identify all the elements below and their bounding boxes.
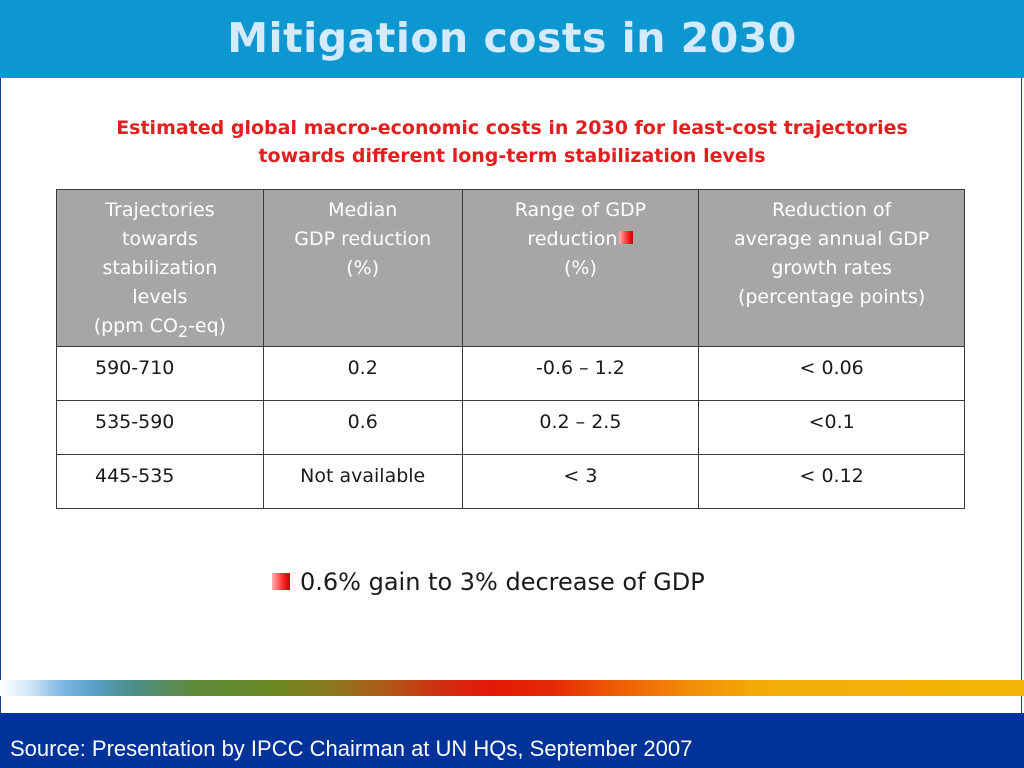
cell-stabilization-level: 590-710 [56,345,264,401]
source-bar [0,713,1024,768]
title-bar [0,0,1024,78]
cell-median: 0.6 [262,399,463,455]
subtitle-line-1: Estimated global macro-economic costs in… [116,117,908,139]
subtitle-line-2: towards different long-term stabilizatio… [258,145,766,167]
slide-frame [0,78,1022,714]
table-row: 590-710 0.2 -0.6 – 1.2 < 0.06 [56,345,965,401]
cell-growth-reduction: < 0.12 [698,453,965,509]
table-header-row: Trajectories towards stabilization level… [56,189,965,347]
header-range-gdp-reduction: Range of GDP reduction (%) [461,189,700,347]
cell-range: -0.6 – 1.2 [461,345,700,401]
header-median-gdp-reduction: Median GDP reduction (%) [262,189,463,347]
cell-median: 0.2 [262,345,463,401]
header-growth-rate-reduction: Reduction of average annual GDP growth r… [698,189,965,347]
slide-title: Mitigation costs in 2030 [227,14,797,62]
cell-growth-reduction: < 0.06 [698,345,965,401]
header-trajectories: Trajectories towards stabilization level… [56,189,264,347]
slide-subtitle: Estimated global macro-economic costs in… [0,114,1024,170]
cell-median: Not available [262,453,463,509]
cell-stabilization-level: 535-590 [56,399,264,455]
footnote-marker-icon [272,573,290,590]
decorative-gradient-strip [0,680,1024,696]
co2-subscript: 2 [178,321,189,341]
source-text: Source: Presentation by IPCC Chairman at… [10,736,693,761]
table-row: 445-535 Not available < 3 < 0.12 [56,453,965,509]
cell-stabilization-level: 445-535 [56,453,264,509]
cell-range: < 3 [461,453,700,509]
footnote: 0.6% gain to 3% decrease of GDP [270,568,705,596]
cell-growth-reduction: <0.1 [698,399,965,455]
mitigation-costs-table: Trajectories towards stabilization level… [56,189,965,509]
footnote-marker-icon [619,231,634,244]
footnote-text: 0.6% gain to 3% decrease of GDP [300,568,705,596]
cell-range: 0.2 – 2.5 [461,399,700,455]
table-row: 535-590 0.6 0.2 – 2.5 <0.1 [56,399,965,455]
